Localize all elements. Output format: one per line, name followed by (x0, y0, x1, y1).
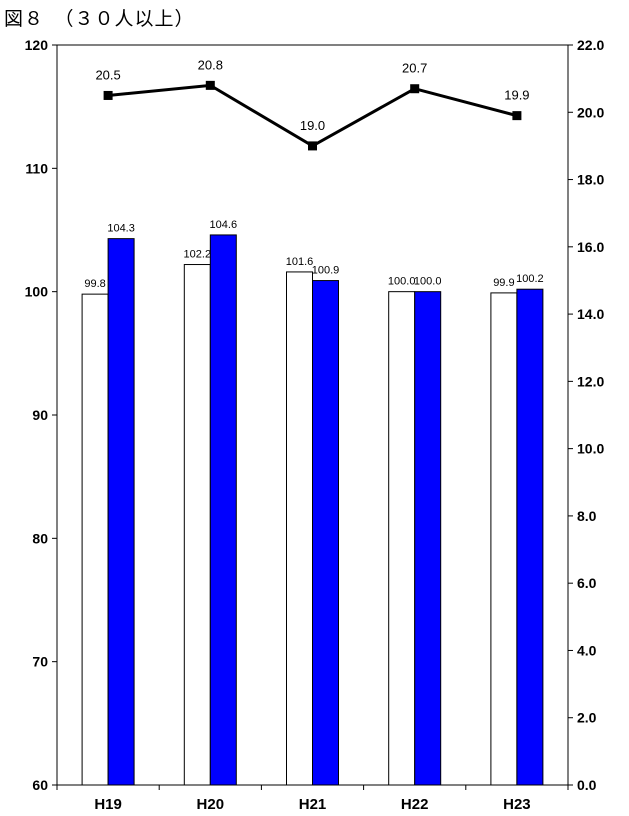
bar-series-1 (388, 291, 416, 786)
bar-data-label: 101.6 (286, 256, 314, 268)
left-axis-tick-label: 110 (25, 160, 48, 176)
bar-data-label: 104.6 (210, 219, 238, 231)
left-axis-tick-label: 80 (32, 530, 48, 546)
bar-series-2 (209, 234, 237, 786)
right-axis-tick-label: 18.0 (577, 172, 604, 188)
line-marker (308, 141, 317, 151)
bar-data-label: 104.3 (107, 223, 135, 235)
x-axis-category-label: H21 (299, 796, 327, 813)
line-marker (205, 80, 215, 90)
left-axis-tick-label: 120 (25, 37, 49, 53)
bar-data-label: 99.8 (84, 278, 105, 290)
right-axis-tick-label: 12.0 (577, 373, 604, 389)
line-data-label: 19.9 (504, 88, 529, 103)
left-axis-tick-label: 70 (32, 654, 48, 670)
right-axis-tick-label: 0.0 (577, 777, 597, 793)
x-axis-category-label: H20 (197, 796, 225, 813)
bar-data-label: 100.2 (516, 273, 544, 285)
bar-series-2 (414, 291, 442, 786)
line-data-label: 19.0 (300, 118, 325, 133)
right-axis-tick-label: 14.0 (577, 306, 604, 322)
right-axis-tick-label: 6.0 (577, 575, 597, 591)
figure-title: 図８ （３０人以上） (4, 8, 195, 30)
bar-data-label: 100.9 (312, 265, 340, 277)
right-axis-tick-label: 8.0 (577, 508, 597, 524)
bar-data-label: 100.0 (414, 276, 442, 288)
right-axis-tick-label: 10.0 (577, 441, 604, 457)
right-axis-tick-label: 4.0 (577, 642, 597, 658)
line-series (107, 83, 518, 148)
right-axis-tick-label: 20.0 (577, 104, 604, 120)
bar-series-2 (516, 288, 544, 786)
bar-series-1 (490, 292, 518, 786)
bar-series-2 (312, 280, 339, 786)
right-axis-tick-label: 16.0 (577, 239, 604, 255)
line-data-label: 20.5 (95, 67, 120, 82)
right-axis-tick-label: 2.0 (577, 710, 597, 726)
line-marker (103, 90, 113, 100)
bar-data-label: 102.2 (184, 249, 212, 261)
left-axis-tick-label: 60 (32, 777, 48, 793)
line-marker (410, 84, 420, 94)
bar-series-1 (286, 271, 313, 786)
left-axis-tick-label: 90 (32, 407, 48, 423)
bar-series-2 (107, 238, 135, 786)
bar-series-1 (183, 264, 211, 786)
x-axis-category-label: H19 (94, 796, 122, 813)
x-axis-category-label: H22 (401, 796, 429, 813)
line-marker (512, 111, 522, 121)
bar-data-label: 100.0 (388, 276, 416, 288)
line-data-label: 20.7 (402, 61, 427, 76)
bar-series-1 (81, 293, 109, 786)
right-axis-tick-label: 22.0 (577, 37, 604, 53)
bar-data-label: 99.9 (493, 277, 514, 289)
x-axis-category-label: H23 (503, 796, 531, 813)
line-data-label: 20.8 (198, 57, 223, 72)
left-axis-tick-label: 100 (25, 284, 49, 300)
